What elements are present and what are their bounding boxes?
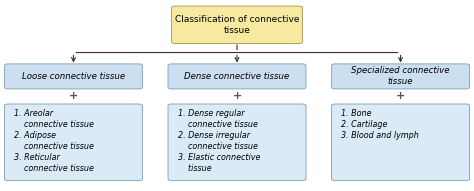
FancyBboxPatch shape bbox=[4, 64, 142, 89]
Text: Dense connective tissue: Dense connective tissue bbox=[184, 72, 290, 81]
Text: Specialized connective
tissue: Specialized connective tissue bbox=[351, 66, 450, 87]
Text: 1. Bone
2. Cartilage
3. Blood and lymph: 1. Bone 2. Cartilage 3. Blood and lymph bbox=[341, 109, 419, 140]
Text: 1. Areolar
    connective tissue
2. Adipose
    connective tissue
3. Reticular
 : 1. Areolar connective tissue 2. Adipose … bbox=[14, 109, 94, 173]
Text: Classification of connective
tissue: Classification of connective tissue bbox=[175, 15, 299, 35]
Text: +: + bbox=[232, 91, 242, 101]
Text: +: + bbox=[69, 91, 78, 101]
FancyBboxPatch shape bbox=[4, 104, 142, 181]
FancyBboxPatch shape bbox=[331, 64, 469, 89]
FancyBboxPatch shape bbox=[172, 6, 302, 44]
FancyBboxPatch shape bbox=[168, 104, 306, 181]
FancyBboxPatch shape bbox=[331, 104, 469, 181]
Text: 1. Dense regular
    connective tissue
2. Dense irregular
    connective tissue
: 1. Dense regular connective tissue 2. De… bbox=[177, 109, 260, 173]
Text: Loose connective tissue: Loose connective tissue bbox=[22, 72, 125, 81]
FancyBboxPatch shape bbox=[168, 64, 306, 89]
Text: +: + bbox=[396, 91, 405, 101]
